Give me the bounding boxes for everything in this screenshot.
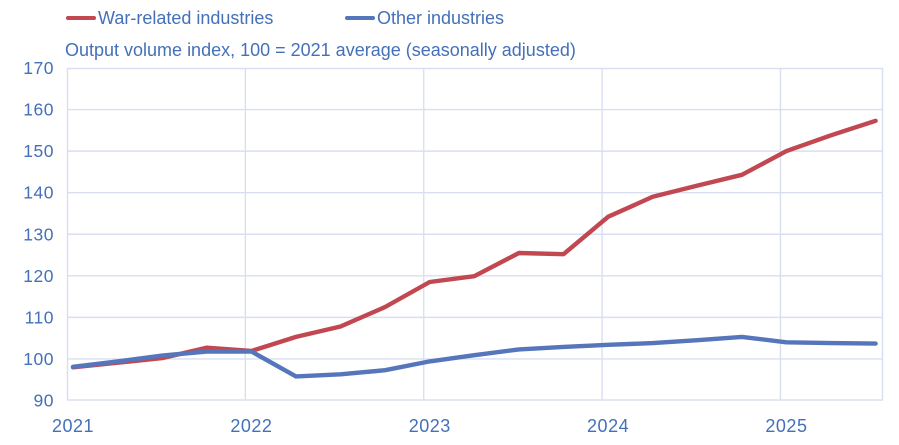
x-tick-label-2022: 2022 bbox=[230, 416, 272, 436]
x-tick-label-2023: 2023 bbox=[409, 416, 451, 436]
legend-item-other: Other industries bbox=[345, 7, 504, 29]
x-tick-label-2024: 2024 bbox=[587, 416, 629, 436]
y-tick-label-140: 140 bbox=[23, 183, 54, 203]
y-tick-label-150: 150 bbox=[23, 141, 54, 161]
y-tick-label-160: 160 bbox=[23, 100, 54, 120]
y-tick-label-130: 130 bbox=[23, 224, 54, 244]
y-tick-label-120: 120 bbox=[23, 266, 54, 286]
y-tick-label-110: 110 bbox=[25, 307, 54, 327]
legend-item-war-related: War-related industries bbox=[66, 7, 273, 29]
legend-line-swatch-war-related bbox=[66, 15, 96, 21]
y-tick-label-170: 170 bbox=[23, 58, 54, 78]
y-tick-label-100: 100 bbox=[23, 349, 54, 369]
series-line-other-industries bbox=[70, 334, 878, 379]
y-tick-label-90: 90 bbox=[34, 391, 54, 411]
chart-title: Output volume index, 100 = 2021 average … bbox=[65, 40, 576, 60]
legend-label-other: Other industries bbox=[377, 8, 505, 28]
x-tick-label-2021: 2021 bbox=[52, 416, 94, 436]
series-line-war-related-industries bbox=[70, 118, 878, 370]
legend-label-war-related: War-related industries bbox=[98, 8, 274, 28]
chart-legend: War-related industries Other industries bbox=[0, 7, 899, 29]
x-tick-label-2025: 2025 bbox=[765, 416, 807, 436]
legend-line-swatch-other bbox=[345, 15, 375, 21]
